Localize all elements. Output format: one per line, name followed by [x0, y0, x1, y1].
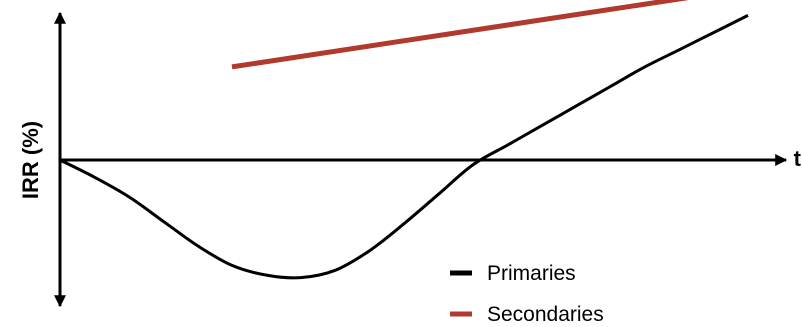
series-line-secondaries	[231, 0, 689, 70]
legend: Primaries Secondaries	[450, 262, 604, 326]
series-line-primaries	[59, 14, 749, 280]
y-axis-label: IRR (%)	[18, 121, 43, 199]
series-group	[59, 0, 749, 280]
axes: IRR (%) t	[18, 11, 802, 308]
legend-label-primaries: Primaries	[487, 262, 576, 285]
legend-label-secondaries: Secondaries	[487, 303, 604, 326]
x-axis-label: t	[794, 146, 802, 171]
